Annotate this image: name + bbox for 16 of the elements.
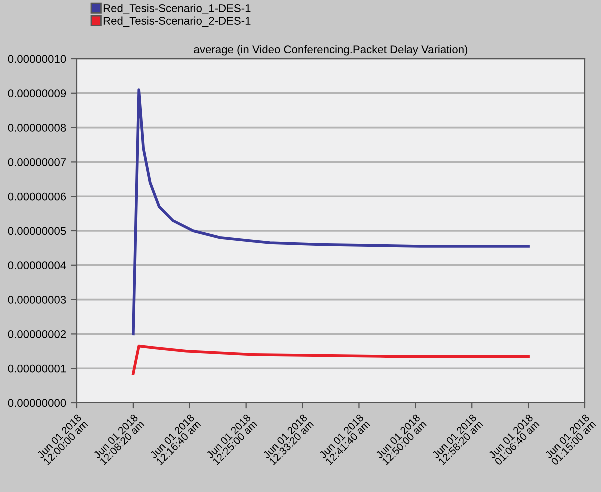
y-tick-label: 0.00000007 <box>8 158 66 166</box>
y-tick-label: 0.00000003 <box>8 296 66 304</box>
line-series <box>132 344 530 376</box>
chart-title: average (in Video Conferencing.Packet Delay Variation) <box>194 45 468 56</box>
y-tick-label: 0.00000010 <box>8 55 66 64</box>
y-tick-label: 0.00000000 <box>8 399 66 408</box>
y-tick-label: 0.00000008 <box>8 124 66 132</box>
legend-label: Red_Tesis-Scenario_2-DES-1 <box>104 16 251 28</box>
y-tick-label: 0.00000002 <box>8 330 66 338</box>
legend-label: Red_Tesis-Scenario_1-DES-1 <box>104 4 251 14</box>
y-tick-label: 0.00000004 <box>8 262 66 270</box>
y-tick-label: 0.00000001 <box>8 364 66 373</box>
y-tick-label: 0.00000009 <box>8 90 66 98</box>
line-series <box>132 88 530 336</box>
y-tick-label: 0.00000006 <box>8 192 66 201</box>
y-tick-label: 0.00000005 <box>8 227 66 236</box>
